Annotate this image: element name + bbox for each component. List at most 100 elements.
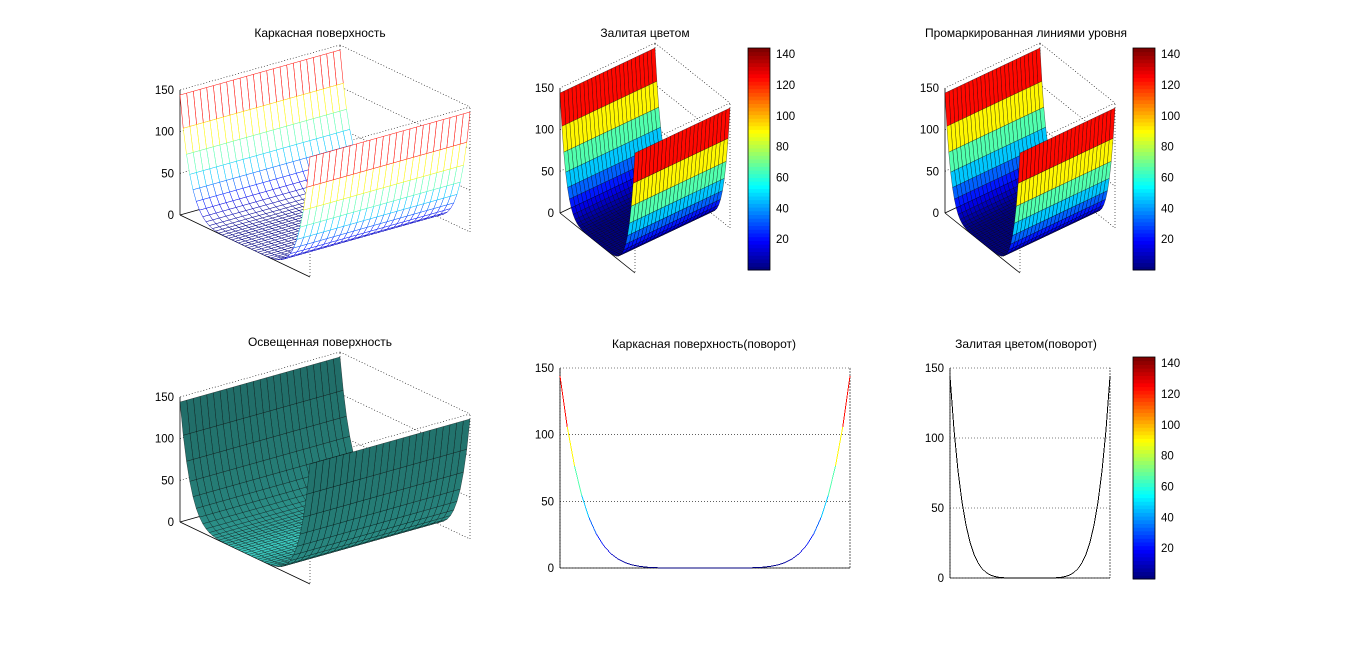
colorbar-segment (1133, 114, 1155, 119)
z-tick-label: 100 (155, 434, 174, 446)
z-tick-label: 150 (155, 85, 174, 97)
colorbar-segment (748, 96, 770, 101)
z-tick-label: 50 (541, 496, 554, 508)
colorbar-segment (748, 81, 770, 86)
colorbar-segment (748, 221, 770, 227)
colorbar-segment (748, 229, 770, 234)
colorbar-tick-label: 20 (1161, 234, 1174, 246)
colorbar-segment (1133, 48, 1155, 53)
colorbar-segment (1133, 110, 1155, 116)
colorbar-segment (1133, 233, 1155, 238)
colorbar-tick-label: 60 (776, 173, 789, 185)
z-tick-label: 0 (168, 210, 174, 222)
z-tick-label: 150 (535, 363, 554, 375)
colorbar-segment (748, 55, 770, 60)
colorbar-segment (1133, 251, 1155, 256)
colorbar-segment (1133, 118, 1155, 123)
colorbar-segment (748, 85, 770, 90)
colorbar-segment (748, 77, 770, 82)
colorbar-frame (747, 47, 771, 271)
colorbar-segment (1133, 166, 1155, 171)
panel-title: Освещенная поверхность (248, 335, 392, 349)
colorbar-segment (1133, 203, 1155, 208)
colorbar-tick-label: 20 (776, 234, 789, 246)
colorbar-segment (748, 92, 770, 97)
colorbar-segment (1133, 210, 1155, 215)
colorbar-segment (1133, 170, 1155, 175)
colorbar-tick-label: 40 (776, 203, 789, 215)
colorbar-segment (748, 214, 770, 219)
z-tick-label: 100 (155, 127, 174, 139)
colorbar-segment (748, 225, 770, 230)
z-tick-label: 150 (920, 83, 939, 95)
colorbar-segment (748, 88, 770, 93)
z-tick-label: 50 (161, 168, 174, 180)
grid-line (339, 44, 471, 108)
z-tick-label: 0 (168, 517, 174, 529)
colorbar-segment (748, 181, 770, 186)
colorbar-segment (748, 240, 770, 245)
colorbar-segment (1133, 129, 1155, 134)
colorbar-segment (748, 196, 770, 201)
colorbar-segment (1133, 66, 1155, 71)
colorbar-segment (1133, 192, 1155, 197)
colorbar-segment (1133, 151, 1155, 156)
colorbar-segment (1133, 199, 1155, 204)
colorbar-tick-label: 140 (1161, 49, 1180, 61)
colorbar-segment (748, 251, 770, 256)
colorbar-segment (748, 244, 770, 249)
colorbar-segment (748, 129, 770, 134)
colorbar-segment (1133, 125, 1155, 130)
colorbar-segment (1133, 188, 1155, 193)
colorbar-segment (748, 218, 770, 223)
colorbar-segment (748, 62, 770, 67)
colorbar-tick-label: 100 (1161, 111, 1180, 123)
colorbar-segment (1133, 136, 1155, 141)
colorbar-segment (1133, 103, 1155, 108)
colorbar-segment (748, 188, 770, 193)
colorbar-segment (1133, 221, 1155, 227)
colorbar-segment (748, 51, 770, 56)
z-tick-label: 100 (535, 125, 554, 137)
colorbar-segment (1133, 140, 1155, 145)
grid-line (559, 42, 656, 89)
colorbar-segment (748, 155, 770, 160)
colorbar-segment (1133, 155, 1155, 160)
grid-line (654, 42, 731, 104)
colorbar-segment (1133, 62, 1155, 67)
colorbar-segment (748, 159, 770, 164)
colorbar-segment (1133, 133, 1155, 138)
colorbar-tick-label: 120 (776, 80, 795, 92)
colorbar-tick-label: 140 (776, 49, 795, 61)
z-tick-label: 100 (920, 125, 939, 137)
colorbar-segment (1133, 181, 1155, 186)
colorbar-segment (1133, 147, 1155, 153)
z-tick-label: 150 (535, 83, 554, 95)
colorbar-segment (1133, 81, 1155, 86)
colorbar-segment (748, 255, 770, 260)
colorbar-segment (748, 114, 770, 119)
colorbar-segment (748, 184, 770, 190)
colorbar-segment (748, 173, 770, 178)
colorbar-tick-label: 40 (1161, 203, 1174, 215)
colorbar-segment (748, 203, 770, 208)
colorbar-segment (1133, 59, 1155, 64)
colorbar-segment (1133, 51, 1155, 56)
colorbar-segment (748, 258, 770, 264)
colorbar-segment (748, 59, 770, 64)
z-tick-label: 150 (155, 392, 174, 404)
panel-title: Каркасная поверхность (254, 26, 385, 40)
panel-title: Каркасная поверхность(поворот) (612, 337, 796, 351)
colorbar-segment (1133, 70, 1155, 75)
colorbar-segment (1133, 144, 1155, 149)
colorbar-segment (748, 99, 770, 104)
colorbar-segment (748, 70, 770, 75)
panel-wireframe: Каркасная поверхность 0 50 100 150 (155, 26, 471, 278)
colorbar-segment (748, 266, 770, 271)
surface-facet (306, 154, 317, 188)
colorbar-segment (1133, 173, 1155, 178)
colorbar-segment (748, 125, 770, 130)
z-tick-label: 0 (548, 208, 554, 220)
colorbar-segment (748, 147, 770, 153)
